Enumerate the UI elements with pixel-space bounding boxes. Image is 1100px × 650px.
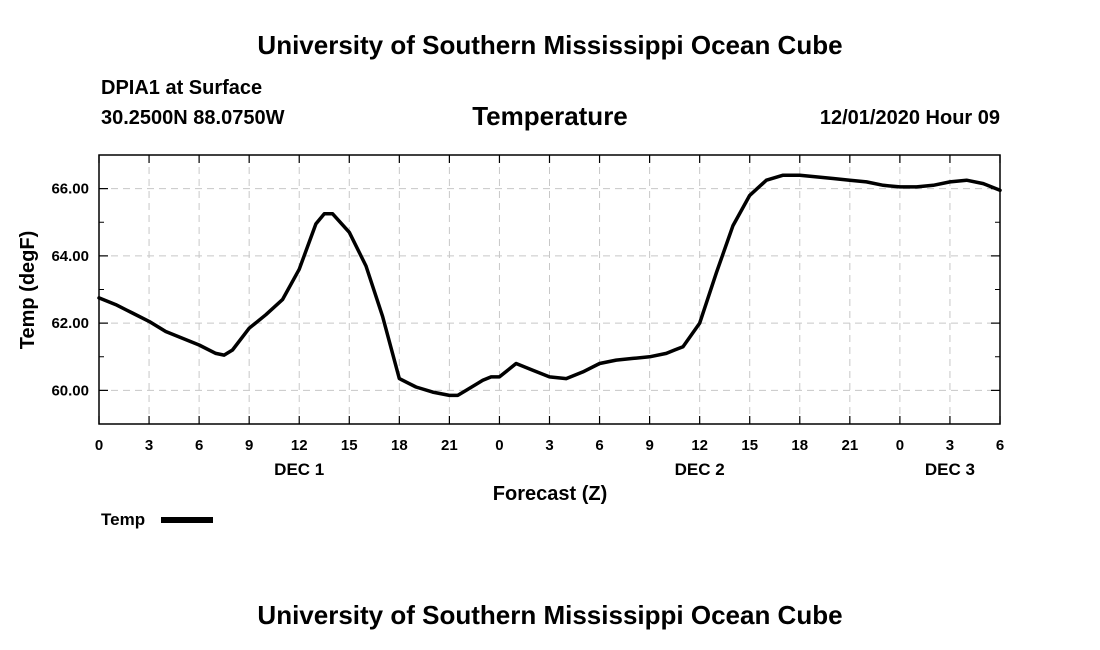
x-tick-label: 18	[791, 437, 808, 454]
x-tick-label: 0	[896, 437, 904, 454]
x-tick-label: 15	[741, 437, 758, 454]
x-tick-label: 12	[691, 437, 708, 454]
page-title-bottom: University of Southern Mississippi Ocean…	[257, 600, 843, 630]
axis-ticks	[98, 154, 1001, 425]
x-axis-label: Forecast (Z)	[493, 483, 607, 505]
y-tick-label: 62.00	[51, 315, 89, 332]
x-tick-label: 9	[245, 437, 253, 454]
y-tick-label: 64.00	[51, 248, 89, 265]
x-tick-label: 6	[595, 437, 603, 454]
x-tick-label: 3	[545, 437, 553, 454]
x-tick-label: 6	[996, 437, 1004, 454]
x-tick-label: 15	[341, 437, 358, 454]
legend-label: Temp	[101, 510, 146, 529]
legend-swatch	[161, 517, 213, 523]
temp-series-line	[97, 173, 1002, 398]
x-tick-label: 3	[946, 437, 954, 454]
day-label: DEC 2	[675, 460, 725, 479]
day-label: DEC 1	[274, 460, 324, 479]
y-tick-label: 60.00	[51, 382, 89, 399]
y-tick-labels: 60.00 62.00 64.00 66.00	[51, 181, 89, 400]
x-tick-label: 18	[391, 437, 408, 454]
y-axis-label: Temp (degF)	[17, 231, 39, 350]
station-label: DPIA1 at Surface	[101, 77, 263, 99]
day-label: DEC 3	[925, 460, 975, 479]
x-tick-label: 9	[645, 437, 653, 454]
chart-title: Temperature	[472, 101, 628, 131]
y-tick-label: 66.00	[51, 181, 89, 198]
coordinates-label: 30.2500N 88.0750W	[101, 107, 285, 129]
x-tick-labels: 0 3 6 9 12 15 18 21 0 3 6 9 12 15 18 21 0 3 6	[95, 437, 1004, 454]
x-tick-label: 0	[495, 437, 503, 454]
series-layer	[97, 173, 1002, 398]
plot-frame	[98, 154, 1001, 425]
day-labels: DEC 1 DEC 2 DEC 3	[274, 460, 975, 479]
x-tick-label: 3	[145, 437, 153, 454]
x-tick-label: 6	[195, 437, 203, 454]
x-tick-label: 21	[841, 437, 858, 454]
x-tick-label: 0	[95, 437, 103, 454]
page-title-top: University of Southern Mississippi Ocean…	[257, 30, 843, 60]
x-tick-label: 21	[441, 437, 458, 454]
datetime-label: 12/01/2020 Hour 09	[819, 107, 1000, 129]
grid-lines	[99, 155, 1000, 424]
x-tick-label: 12	[291, 437, 308, 454]
